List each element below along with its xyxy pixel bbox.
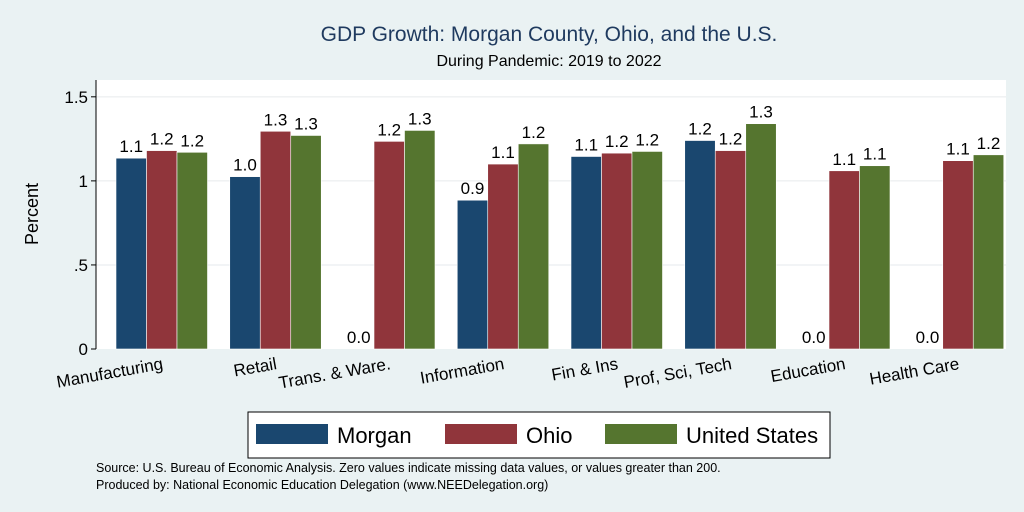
- bar-ohio: [373, 141, 405, 350]
- data-label: 1.2: [377, 120, 401, 139]
- data-label: 0.9: [461, 179, 485, 198]
- data-label: 1.3: [749, 103, 773, 122]
- x-category-label: Manufacturing: [55, 354, 164, 391]
- data-label: 1.2: [719, 130, 743, 149]
- legend-swatch: [256, 424, 328, 444]
- data-label: 1.2: [977, 134, 1001, 153]
- chart-title: GDP Growth: Morgan County, Ohio, and the…: [321, 23, 778, 46]
- y-tick-label: 0: [79, 340, 88, 359]
- data-label: 1.3: [408, 109, 432, 128]
- data-label: 0.0: [347, 328, 371, 347]
- bar-united-states: [176, 151, 208, 350]
- x-category-label: Retail: [232, 354, 278, 380]
- data-label: 1.2: [688, 120, 712, 139]
- legend-box: [247, 411, 831, 459]
- data-label: 1.2: [635, 130, 659, 149]
- data-label: 1.1: [574, 135, 598, 154]
- y-axis-label: Percent: [22, 183, 42, 245]
- data-label: 1.0: [233, 156, 257, 175]
- bar-ohio: [601, 152, 633, 350]
- data-label: 0.0: [802, 328, 826, 347]
- y-tick-label: 1.5: [64, 88, 88, 107]
- legend-items: Morgan Ohio United States: [256, 423, 818, 448]
- data-label: 1.3: [294, 114, 318, 133]
- y-axis-ticks: 0 .5 1 1.5: [64, 88, 96, 359]
- x-category-label: Prof, Sci, Tech: [622, 354, 733, 392]
- bar-ohio: [828, 170, 860, 350]
- bar-ohio: [714, 150, 747, 350]
- bar-united-states: [404, 130, 436, 350]
- x-category-label: Trans. & Ware.: [277, 354, 392, 392]
- bar-united-states: [859, 165, 891, 350]
- x-category-label: Education: [769, 354, 847, 386]
- bar-morgan: [570, 156, 602, 350]
- data-label: 0.0: [916, 328, 940, 347]
- data-label: 1.1: [832, 150, 856, 169]
- legend-label: Morgan: [337, 423, 412, 448]
- chart-subtitle: During Pandemic: 2019 to 2022: [436, 53, 661, 70]
- bar-united-states: [631, 151, 663, 350]
- data-label: 1.1: [946, 140, 970, 159]
- data-label: 1.1: [863, 145, 887, 164]
- bar-morgan: [115, 157, 147, 350]
- x-axis-category-labels: Manufacturing Retail Trans. & Ware. Informa…: [55, 354, 961, 392]
- source-footnote: Source: U.S. Bureau of Economic Analysis…: [96, 461, 721, 475]
- y-tick-label: 1: [79, 172, 88, 191]
- bar-united-states: [745, 123, 777, 350]
- bar-united-states: [290, 135, 322, 350]
- legend-swatch: [445, 424, 517, 444]
- data-label: 1.2: [522, 123, 546, 142]
- y-tick-label: .5: [74, 256, 88, 275]
- data-label: 1.2: [150, 130, 174, 149]
- bar-ohio: [487, 163, 519, 350]
- x-category-label: Information: [419, 354, 506, 387]
- bar-united-states: [972, 154, 1005, 350]
- bar-united-states: [517, 143, 550, 350]
- data-label: 1.1: [491, 143, 515, 162]
- data-label: 1.3: [264, 110, 288, 129]
- data-label: 1.2: [605, 132, 629, 151]
- data-label: 1.2: [180, 131, 204, 150]
- bar-morgan: [684, 140, 716, 350]
- bar-morgan: [456, 199, 489, 350]
- data-labels: 1.1 1.2 1.2 1.0 1.3 1.3 0.0 1.2 1.3 0.9 1.1 1.2 1.1 1…: [119, 103, 1000, 347]
- legend-swatch: [605, 424, 677, 444]
- bar-ohio: [259, 130, 292, 350]
- x-category-label: Fin & Ins: [550, 354, 619, 384]
- legend-label: Ohio: [526, 423, 572, 448]
- bar-morgan: [229, 176, 261, 350]
- x-category-label: Health Care: [868, 354, 961, 388]
- bars: [115, 123, 1005, 350]
- bar-ohio: [146, 150, 178, 350]
- bar-ohio: [942, 160, 974, 350]
- data-label: 1.1: [119, 137, 143, 156]
- legend-label: United States: [686, 423, 818, 448]
- produced-by-footnote: Produced by: National Economic Education…: [96, 478, 548, 492]
- legend: Morgan Ohio United States: [247, 411, 831, 459]
